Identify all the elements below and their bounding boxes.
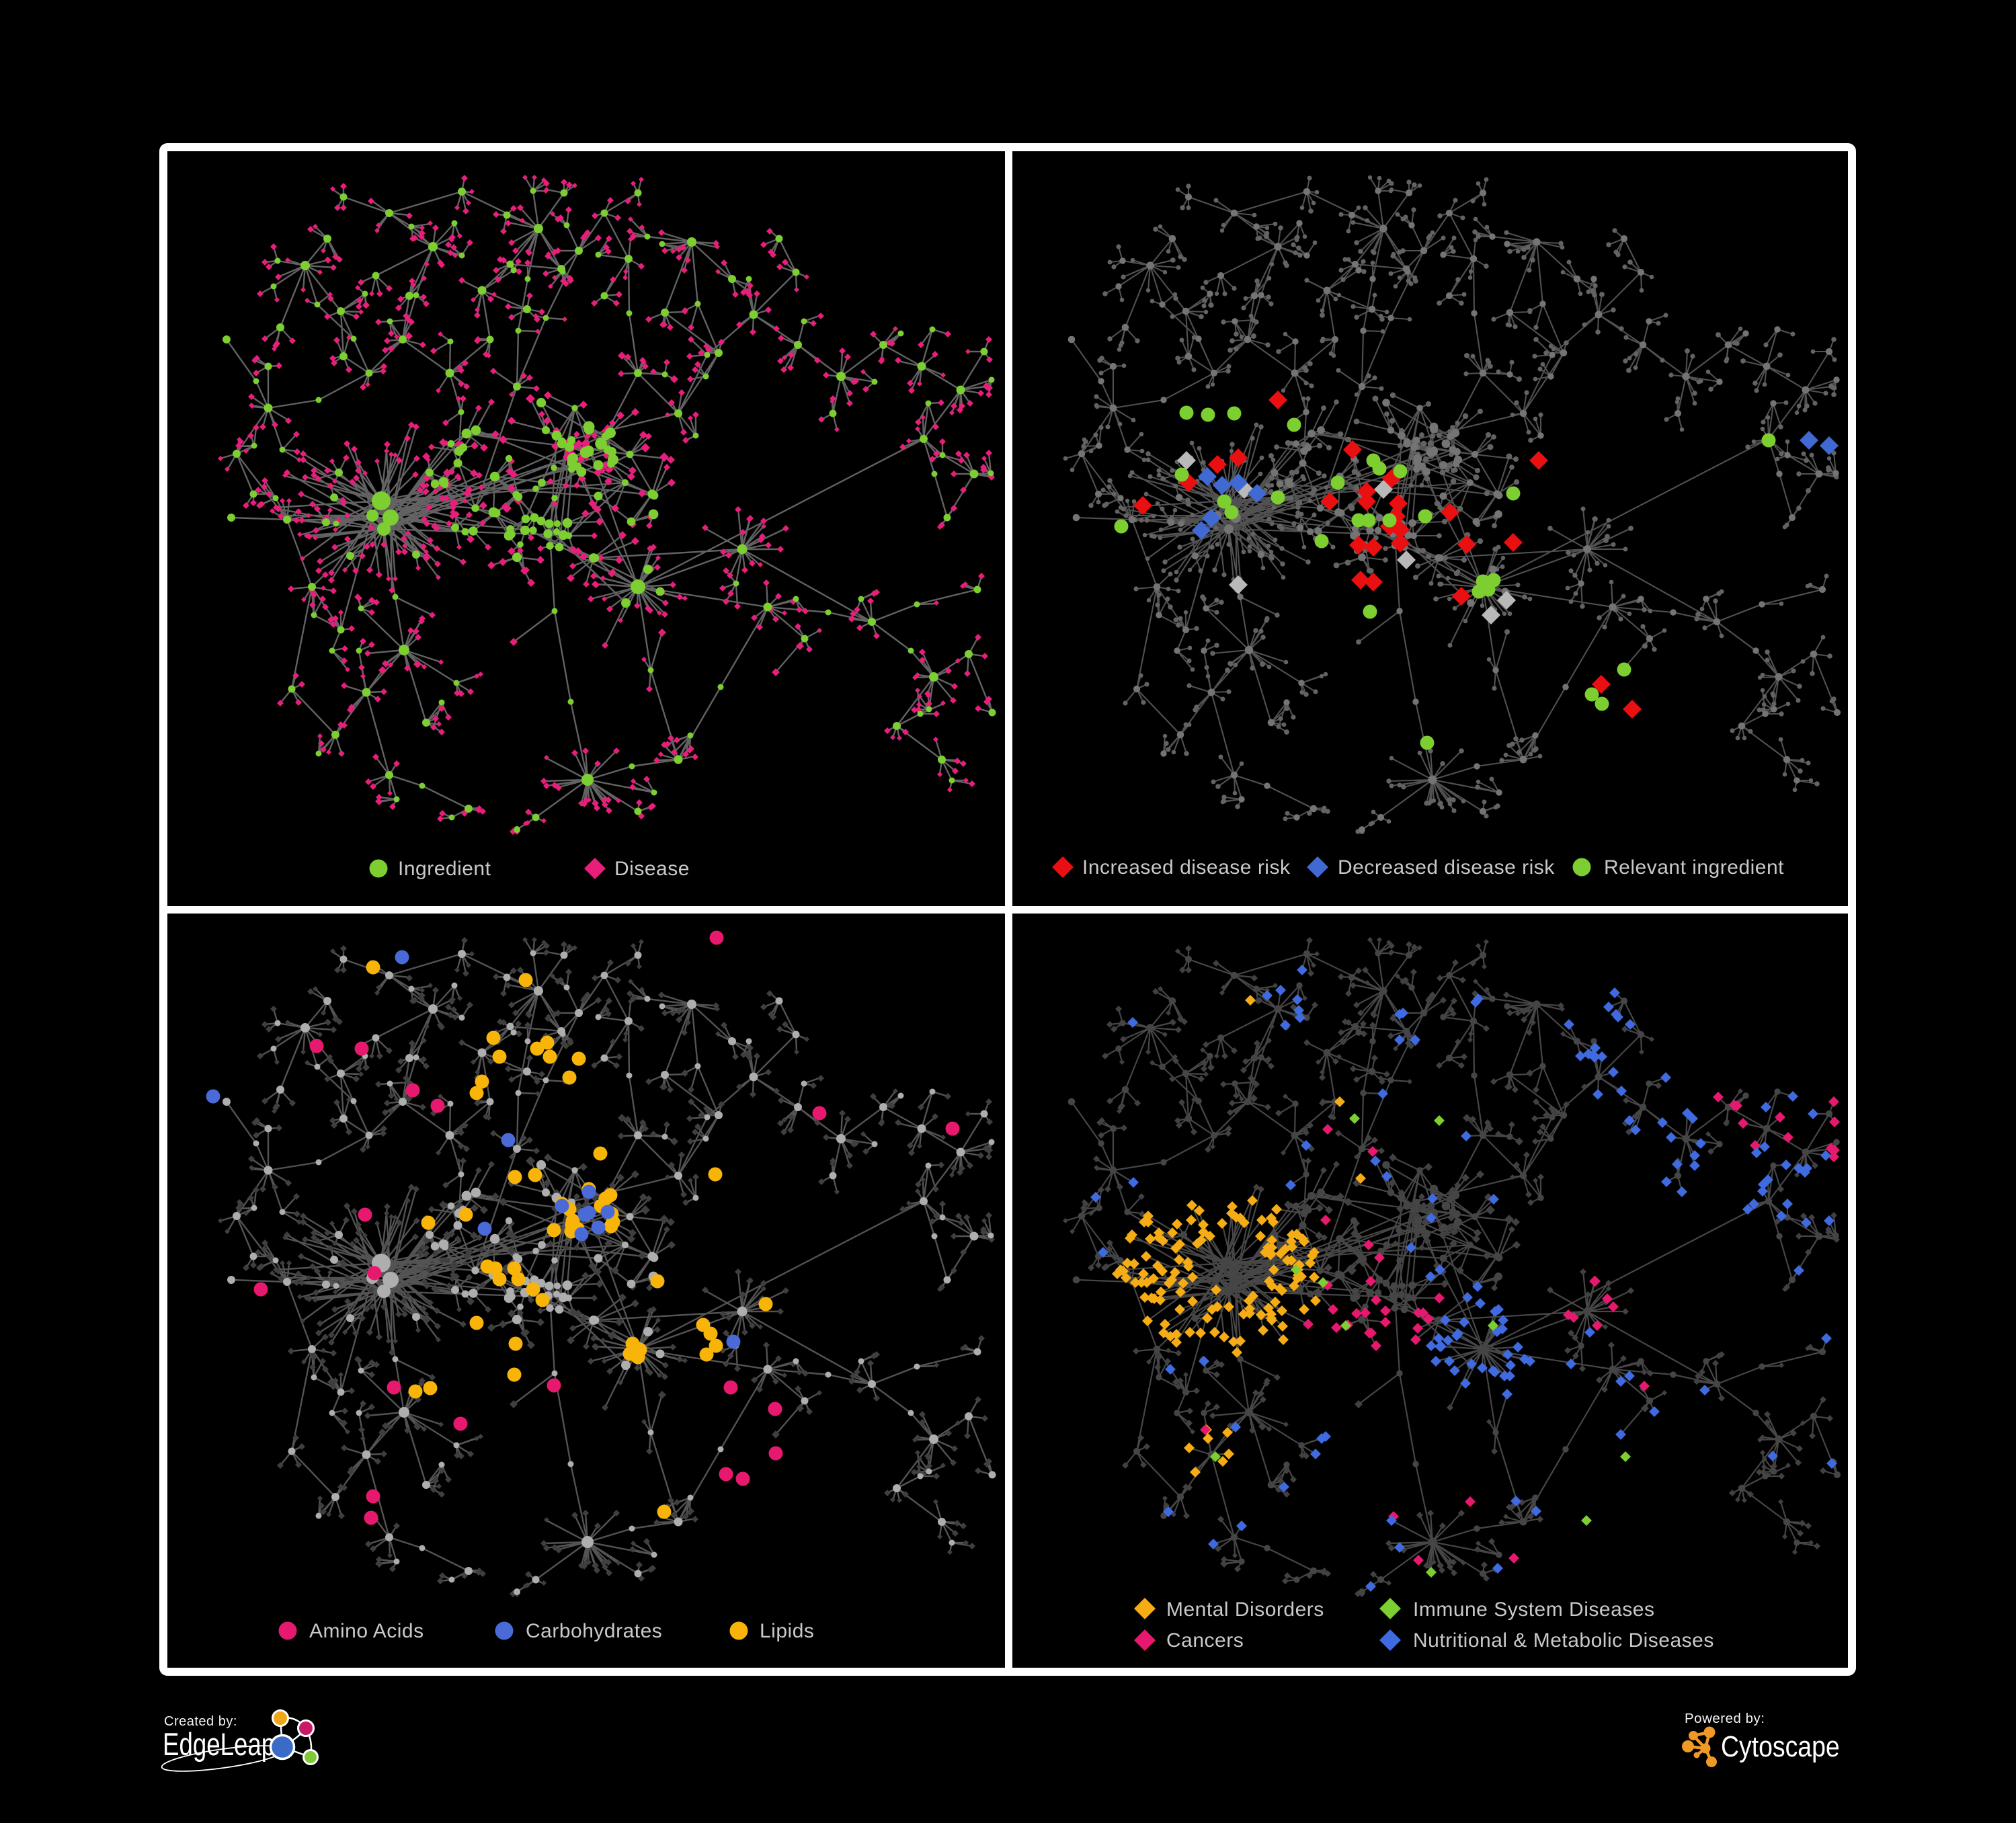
svg-text:Increased disease risk: Increased disease risk <box>1082 856 1291 879</box>
svg-text:EdgeLeap: EdgeLeap <box>163 1727 275 1762</box>
svg-text:Mental Disorders: Mental Disorders <box>1166 1598 1324 1621</box>
svg-text:Disease: Disease <box>614 858 690 880</box>
svg-text:Cancers: Cancers <box>1166 1629 1244 1652</box>
svg-text:Immune System Diseases: Immune System Diseases <box>1413 1598 1654 1621</box>
svg-text:Relevant ingredient: Relevant ingredient <box>1604 856 1784 879</box>
svg-text:Nutritional & Metabolic Diseas: Nutritional & Metabolic Diseases <box>1413 1629 1714 1652</box>
svg-text:Ingredient: Ingredient <box>398 858 491 880</box>
svg-text:Powered by:: Powered by: <box>1685 1711 1765 1726</box>
svg-text:Created by:: Created by: <box>164 1714 237 1729</box>
svg-text:Carbohydrates: Carbohydrates <box>526 1620 662 1642</box>
svg-text:Cytoscape: Cytoscape <box>1721 1730 1840 1763</box>
svg-text:Amino Acids: Amino Acids <box>309 1620 424 1642</box>
svg-text:Lipids: Lipids <box>760 1620 814 1642</box>
svg-text:Decreased disease risk: Decreased disease risk <box>1338 856 1555 879</box>
